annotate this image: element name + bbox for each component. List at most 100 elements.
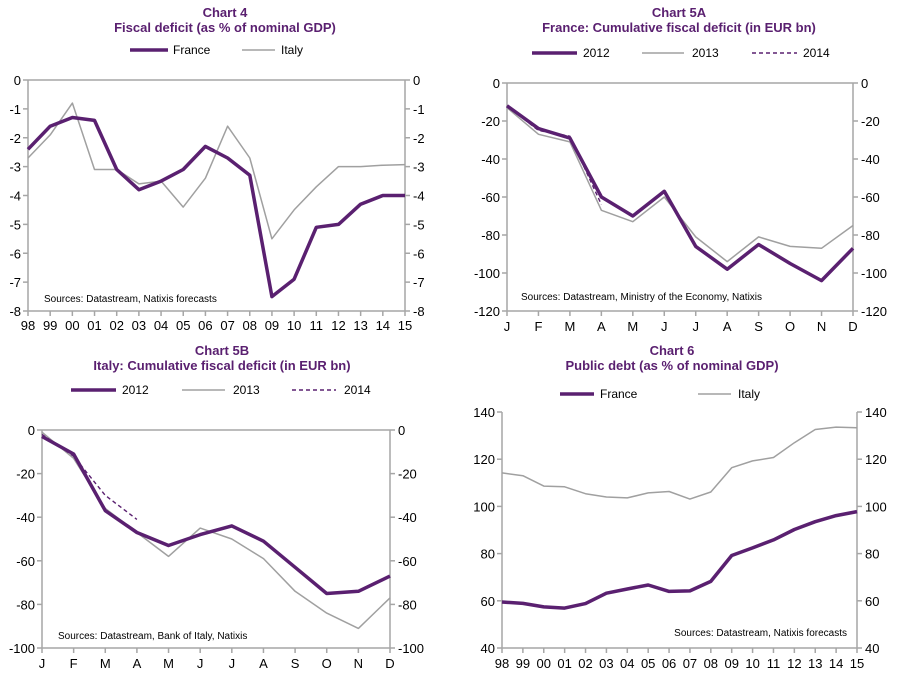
- y-tick-label-right: -6: [413, 246, 425, 261]
- legend-label-2013: 2013: [233, 383, 260, 397]
- legend-label-2013: 2013: [692, 46, 719, 60]
- y-tick-label-left: 0: [28, 423, 35, 438]
- x-tick-label: N: [817, 319, 826, 334]
- y-tick-label-right: -7: [413, 275, 425, 290]
- x-tick-label: 03: [599, 656, 613, 671]
- y-tick-label-left: -40: [481, 152, 500, 167]
- x-tick-label: O: [322, 656, 332, 671]
- x-tick-label: 01: [557, 656, 571, 671]
- x-tick-label: J: [197, 656, 204, 671]
- y-tick-label-right: 0: [861, 76, 868, 91]
- x-tick-label: J: [229, 656, 236, 671]
- series-line-2014: [41, 433, 138, 520]
- y-tick-label-left: 120: [473, 452, 495, 467]
- chart-subtitle: Fiscal deficit (as % of nominal GDP): [114, 20, 336, 35]
- x-tick-label: S: [291, 656, 300, 671]
- y-tick-label-left: -8: [9, 304, 21, 319]
- x-tick-label: A: [133, 656, 142, 671]
- x-tick-label: 12: [787, 656, 801, 671]
- y-tick-label-right: 100: [865, 499, 887, 514]
- y-tick-label-left: -80: [481, 228, 500, 243]
- x-tick-label: 10: [745, 656, 759, 671]
- y-tick-label-left: 140: [473, 405, 495, 420]
- x-tick-label: 11: [767, 656, 781, 671]
- y-tick-label-left: -3: [9, 160, 21, 175]
- y-tick-label-right: -20: [398, 467, 417, 482]
- x-tick-label: M: [163, 656, 174, 671]
- x-tick-label: N: [354, 656, 363, 671]
- x-tick-label: 00: [65, 318, 79, 333]
- y-tick-label-right: -20: [861, 114, 880, 129]
- y-tick-label-left: -20: [481, 114, 500, 129]
- y-tick-label-right: 0: [413, 73, 420, 88]
- x-tick-label: 03: [132, 318, 146, 333]
- y-tick-label-left: 0: [493, 76, 500, 91]
- x-tick-label: 09: [724, 656, 738, 671]
- x-tick-label: 12: [331, 318, 345, 333]
- y-tick-label-right: 60: [865, 594, 879, 609]
- legend-label-2012: 2012: [583, 46, 610, 60]
- chart-subtitle: France: Cumulative fiscal deficit (in EU…: [542, 20, 816, 35]
- y-tick-label-left: 100: [473, 499, 495, 514]
- y-tick-label-right: -60: [398, 554, 417, 569]
- series-line-2012: [41, 434, 391, 596]
- y-tick-label-left: -20: [16, 467, 35, 482]
- legend-label-2014: 2014: [803, 46, 830, 60]
- x-tick-label: 98: [21, 318, 35, 333]
- legend-label-2012: 2012: [122, 383, 149, 397]
- y-tick-label-right: 120: [865, 452, 887, 467]
- x-tick-label: 02: [578, 656, 592, 671]
- y-tick-label-right: -80: [398, 597, 417, 612]
- y-tick-label-left: -40: [16, 510, 35, 525]
- series-line-2013: [506, 107, 854, 263]
- y-tick-label-left: -6: [9, 246, 21, 261]
- y-tick-label-right: -40: [861, 152, 880, 167]
- x-tick-label: 99: [43, 318, 57, 333]
- chart-title: Chart 5A: [652, 5, 707, 20]
- series-line-italy: [27, 102, 406, 240]
- y-tick-label-right: -2: [413, 131, 425, 146]
- y-tick-label-left: -60: [481, 190, 500, 205]
- y-tick-label-right: -60: [861, 190, 880, 205]
- y-tick-label-left: -1: [9, 102, 21, 117]
- x-tick-label: F: [534, 319, 542, 334]
- y-tick-label-right: 0: [398, 423, 405, 438]
- y-tick-label-left: 0: [14, 73, 21, 88]
- y-tick-label-left: -100: [474, 266, 500, 281]
- x-tick-label: A: [723, 319, 732, 334]
- y-tick-label-right: -1: [413, 102, 425, 117]
- x-tick-label: 00: [537, 656, 551, 671]
- x-tick-label: 08: [243, 318, 257, 333]
- x-tick-label: 14: [376, 318, 390, 333]
- y-tick-label-right: -40: [398, 510, 417, 525]
- x-tick-label: 98: [495, 656, 509, 671]
- y-tick-label-left: -5: [9, 217, 21, 232]
- y-tick-label-left: -80: [16, 597, 35, 612]
- source-note: Sources: Datastream, Natixis forecasts: [674, 628, 847, 639]
- x-tick-label: O: [785, 319, 795, 334]
- x-tick-label: 99: [516, 656, 530, 671]
- x-tick-label: 11: [310, 318, 324, 333]
- x-tick-label: A: [259, 656, 268, 671]
- x-tick-label: 02: [109, 318, 123, 333]
- x-tick-label: 08: [704, 656, 718, 671]
- x-tick-label: J: [504, 319, 511, 334]
- x-tick-label: 13: [808, 656, 822, 671]
- x-tick-label: 07: [683, 656, 697, 671]
- x-tick-label: J: [692, 319, 699, 334]
- y-tick-label-right: -8: [413, 304, 425, 319]
- y-tick-label-left: -60: [16, 554, 35, 569]
- x-tick-label: 06: [662, 656, 676, 671]
- series-line-france: [26, 115, 405, 299]
- x-tick-label: J: [661, 319, 668, 334]
- chart-title: Chart 5B: [195, 343, 249, 358]
- x-tick-label: M: [627, 319, 638, 334]
- legend-label-france: France: [173, 43, 211, 57]
- y-tick-label-left: 80: [481, 547, 495, 562]
- x-tick-label: S: [754, 319, 763, 334]
- x-tick-label: 13: [353, 318, 367, 333]
